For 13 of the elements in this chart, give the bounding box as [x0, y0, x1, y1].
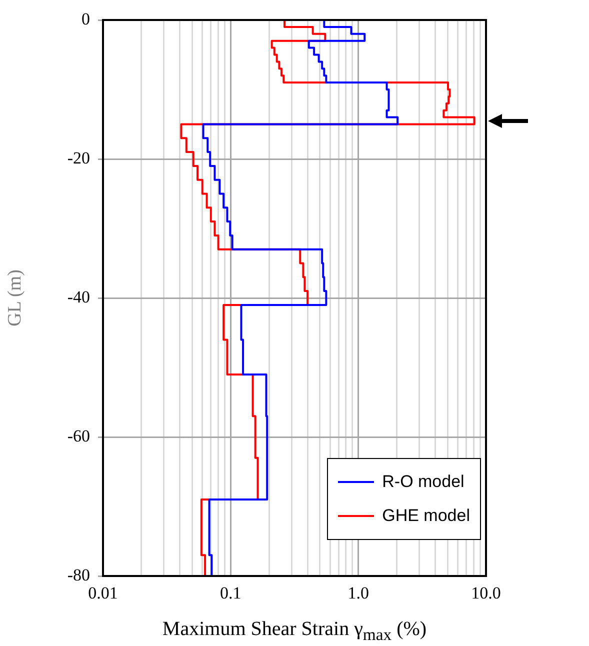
y-tick-label: -40	[67, 287, 90, 306]
y-tick-label: -20	[67, 148, 90, 168]
x-tick-label: 1.0	[348, 584, 369, 603]
legend-label: GHE model	[382, 506, 470, 526]
y-tick-label: -80	[67, 565, 90, 584]
y-tick-label: -60	[67, 426, 90, 446]
x-tick-label: 0.01	[88, 584, 118, 603]
x-tick-label: 10.0	[471, 584, 501, 603]
legend-label: R-O model	[382, 472, 464, 492]
y-tick-label: 0	[82, 9, 90, 28]
x-tick-label: 0.1	[220, 584, 242, 603]
y-axis-title: GL (m)	[4, 270, 26, 326]
x-axis-title: Maximum Shear Strain γ$_{max}$ (%)	[161, 618, 428, 645]
